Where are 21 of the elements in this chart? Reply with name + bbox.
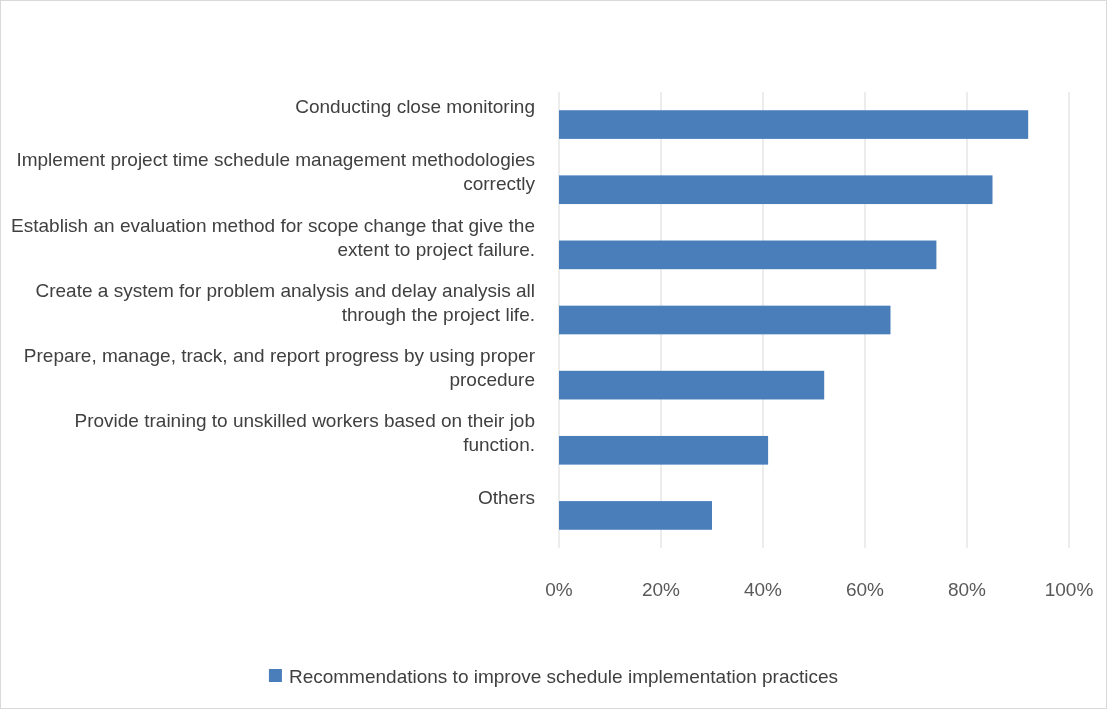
y-tick-label: Provide training to unskilled workers based on their job function. — [74, 409, 535, 455]
y-tick-label: Establish an evaluation method for scope change that give the extent to project failure. — [11, 214, 535, 260]
y-tick-label: Conducting close monitoring — [295, 96, 535, 118]
bar — [559, 240, 937, 270]
x-tick-label: 0% — [545, 579, 573, 600]
bar — [559, 110, 1029, 139]
y-tick-label: Others — [477, 487, 535, 509]
bar — [559, 305, 891, 335]
y-tick-label: Create a system for problem analysis and delay analysis all through the project life. — [35, 279, 535, 325]
bar — [559, 175, 993, 205]
x-tick-label: 80% — [947, 579, 987, 600]
y-tick-label: Prepare, manage, track, and report progress by using proper procedure — [23, 344, 536, 390]
x-tick-label: 100% — [1044, 579, 1094, 600]
bar — [559, 501, 712, 530]
x-tick-label: 40% — [743, 579, 783, 600]
bar — [559, 370, 825, 400]
bar — [559, 435, 769, 465]
x-tick-label: 60% — [845, 579, 885, 600]
legend-label: Recommendations to improve schedule implementation practices — [288, 665, 839, 687]
x-tick-label: 20% — [641, 579, 681, 600]
y-tick-label: Implement project time schedule management methodologies correctly — [16, 149, 536, 195]
